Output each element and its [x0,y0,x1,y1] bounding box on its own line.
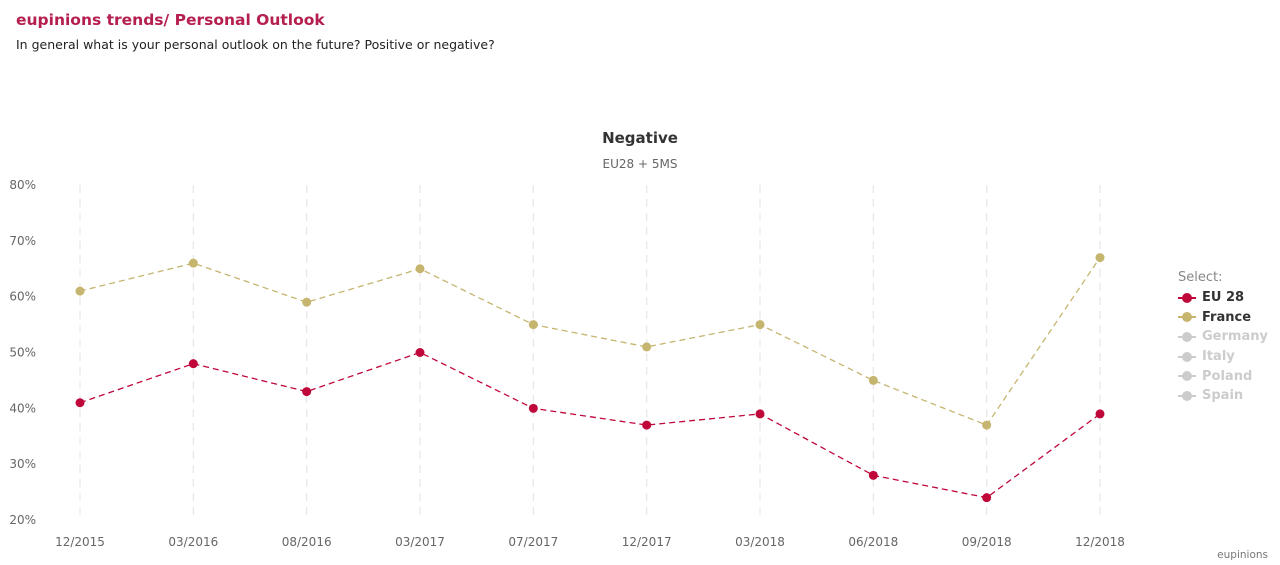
data-point-eu-28[interactable] [755,409,765,419]
page-subtitle: In general what is your personal outlook… [16,37,495,52]
y-tick-label: 80% [9,178,36,192]
data-point-france[interactable] [188,258,198,268]
legend-label: Italy [1202,349,1235,365]
y-tick-label: 30% [9,457,36,471]
legend-label: Germany [1202,329,1268,345]
data-point-france[interactable] [415,264,425,274]
legend: Select: EU 28 France Germany Italy Poland Spa… [1178,270,1268,406]
x-tick-label: 09/2018 [962,535,1012,549]
data-point-france[interactable] [528,320,538,330]
y-tick-label: 70% [9,234,36,248]
data-point-france[interactable] [982,420,992,430]
legend-marker [1178,371,1196,382]
legend-marker [1178,331,1196,342]
data-point-france[interactable] [75,286,85,296]
data-point-eu-28[interactable] [302,387,312,397]
footer-brand: eupinions [1217,549,1268,561]
x-tick-label: 03/2017 [395,535,445,549]
legend-title: Select: [1178,270,1223,285]
data-point-france[interactable] [642,342,652,352]
legend-marker [1178,351,1196,362]
data-point-france[interactable] [755,320,765,330]
series-line-france [79,257,1101,426]
legend-item-germany[interactable]: Germany [1178,327,1268,347]
y-tick-label: 50% [9,346,36,360]
line-chart: Negative EU28 + 5MS 12/2015 03/2016 08/201… [9,129,1125,549]
data-point-france[interactable] [1095,253,1105,263]
x-tick-label: 06/2018 [848,535,898,549]
legend-label: Spain [1202,388,1244,404]
data-point-eu-28[interactable] [415,348,425,357]
x-tick-label: 07/2017 [508,535,558,549]
data-point-eu-28[interactable] [528,403,538,413]
legend-label: EU 28 [1202,290,1245,306]
y-tick-label: 20% [9,513,36,527]
data-point-eu-28[interactable] [642,420,652,430]
x-tick-label: 12/2015 [55,535,105,549]
y-tick-label: 40% [9,401,36,415]
legend-item-poland[interactable]: Poland [1178,366,1268,386]
legend-marker [1178,292,1196,303]
legend-label: France [1202,309,1252,325]
y-tick-label: 60% [9,290,36,304]
data-point-eu-28[interactable] [868,470,878,480]
x-tick-label: 12/2018 [1075,535,1125,549]
legend-item-italy[interactable]: Italy [1178,347,1268,367]
legend-item-spain[interactable]: Spain [1178,386,1268,406]
data-point-france[interactable] [302,297,312,307]
page-title: eupinions trends/ Personal Outlook [16,11,325,29]
data-point-france[interactable] [868,375,878,385]
data-point-eu-28[interactable] [1095,409,1105,419]
data-point-eu-28[interactable] [188,359,198,369]
legend-item-eu-28[interactable]: EU 28 [1178,288,1268,308]
data-point-eu-28[interactable] [75,398,85,408]
data-point-eu-28[interactable] [982,493,992,503]
legend-marker [1178,312,1196,323]
x-tick-label: 03/2016 [168,535,218,549]
x-tick-label: 08/2016 [282,535,332,549]
x-tick-label: 03/2018 [735,535,785,549]
x-tick-label: 12/2017 [622,535,672,549]
chart-title: Negative [602,129,678,147]
legend-label: Poland [1202,368,1253,384]
legend-item-france[interactable]: France [1178,308,1268,328]
chart-subtitle: EU28 + 5MS [603,157,678,171]
series-line-eu-28 [79,351,1101,499]
legend-marker [1178,390,1196,401]
